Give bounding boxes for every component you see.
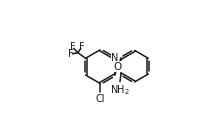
Text: Cl: Cl: [95, 94, 105, 104]
Text: F: F: [68, 49, 73, 59]
Text: F: F: [79, 42, 85, 52]
Text: F: F: [69, 42, 75, 52]
Text: O: O: [114, 62, 122, 72]
Text: NH$_2$: NH$_2$: [110, 83, 130, 97]
Text: N: N: [111, 53, 119, 63]
